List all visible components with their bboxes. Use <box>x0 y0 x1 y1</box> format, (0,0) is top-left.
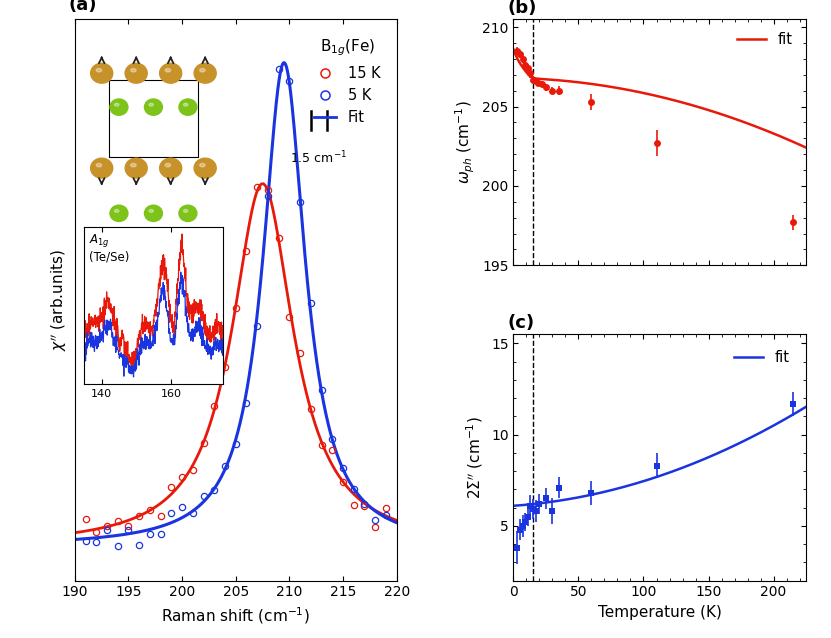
Text: (a): (a) <box>68 0 97 13</box>
Text: 1.5 cm$^{-1}$: 1.5 cm$^{-1}$ <box>290 150 347 167</box>
X-axis label: Raman shift (cm$^{-1}$): Raman shift (cm$^{-1}$) <box>161 605 310 626</box>
X-axis label: Temperature (K): Temperature (K) <box>597 605 721 620</box>
Text: (b): (b) <box>508 0 537 17</box>
Legend: fit: fit <box>731 26 799 53</box>
Text: (c): (c) <box>508 314 534 332</box>
Y-axis label: 2$\Sigma''$ (cm$^{-1}$): 2$\Sigma''$ (cm$^{-1}$) <box>465 416 485 499</box>
Legend: 15 K, 5 K, Fit: 15 K, 5 K, Fit <box>308 32 386 131</box>
Y-axis label: $\chi''$ (arb.units): $\chi''$ (arb.units) <box>50 249 69 351</box>
Y-axis label: $\omega_{ph}$ (cm$^{-1}$): $\omega_{ph}$ (cm$^{-1}$) <box>453 100 476 184</box>
Legend: fit: fit <box>728 344 796 371</box>
